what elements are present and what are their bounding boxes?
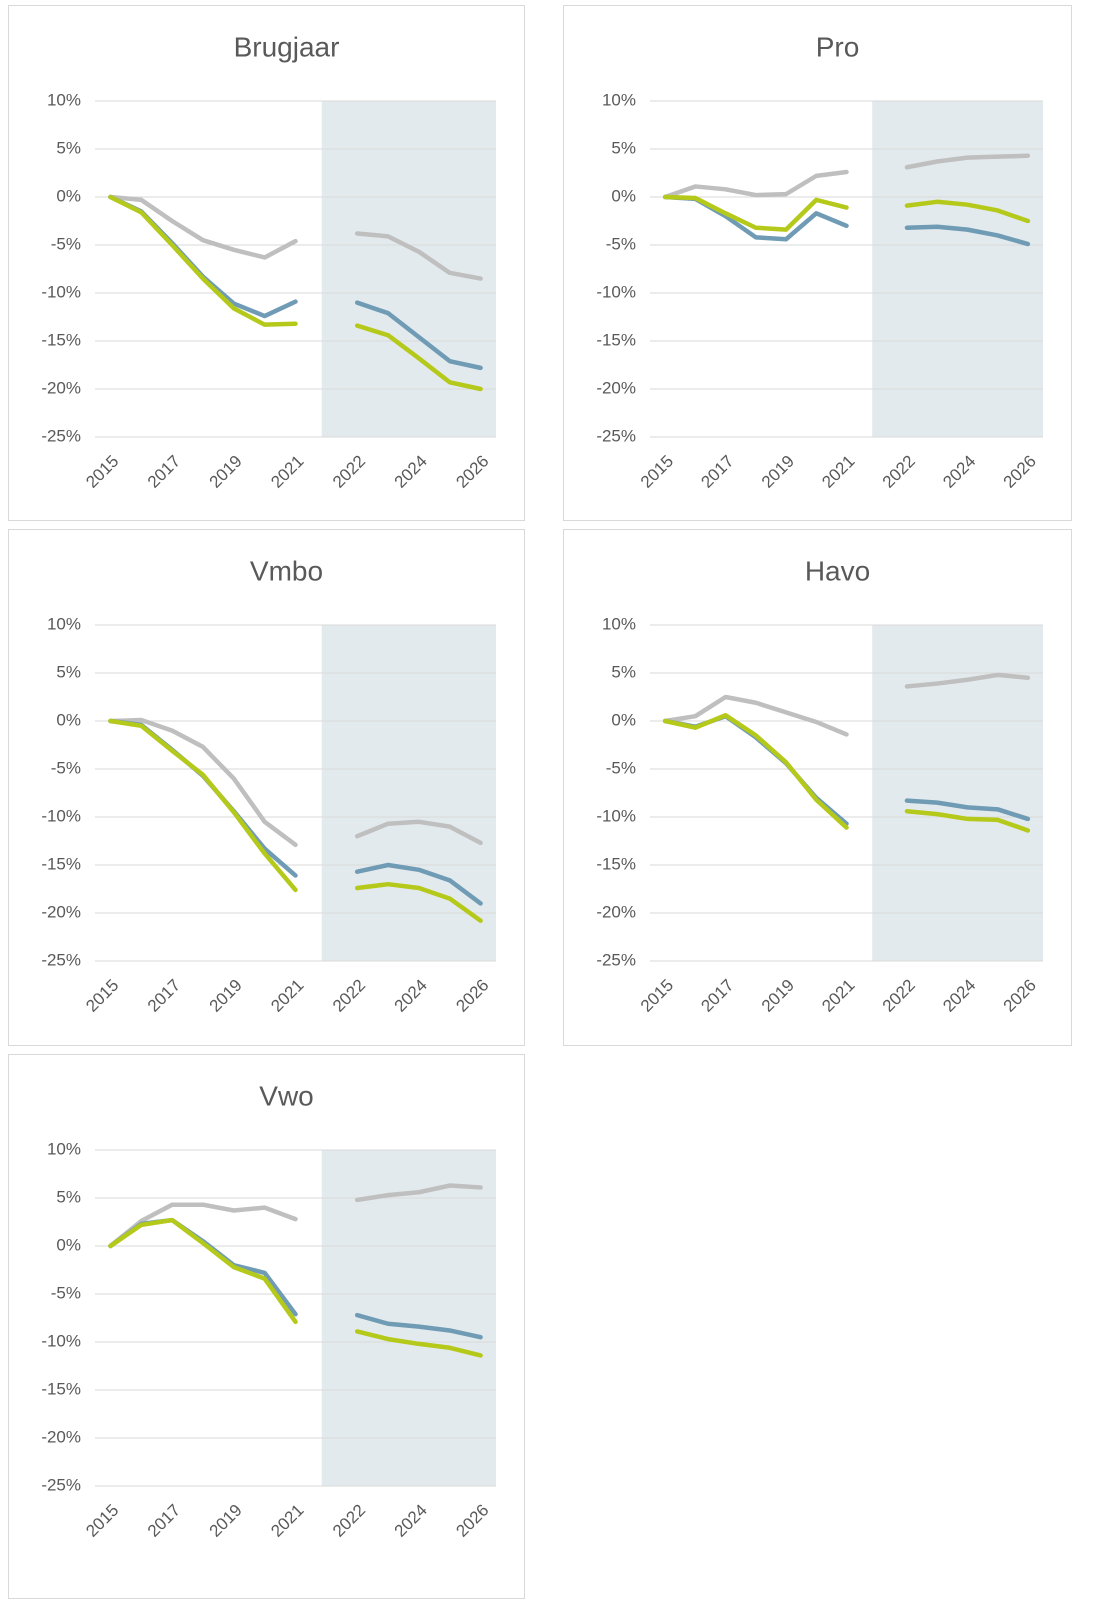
y-tick-label: 10% xyxy=(47,614,81,633)
y-tick-label: -10% xyxy=(596,806,636,825)
y-tick-label: -15% xyxy=(41,854,81,873)
chart-panel: Brugjaar-25%-20%-15%-10%-5%0%5%10%2015 20… xyxy=(8,5,525,521)
forecast-shade xyxy=(321,625,496,961)
y-tick-label: -5% xyxy=(51,234,81,253)
y-tick-label: -25% xyxy=(41,426,81,445)
chart-panel: Vwo-25%-20%-15%-10%-5%0%5%10%2015 2017 201… xyxy=(8,1054,525,1599)
chart-panel: Havo-25%-20%-15%-10%-5%0%5%10%2015 2017 20… xyxy=(563,529,1072,1046)
forecast-shade xyxy=(321,1150,496,1486)
forecast-shade xyxy=(872,101,1043,437)
series-line xyxy=(662,153,1031,200)
chart-title: Vmbo xyxy=(250,555,323,586)
series-line xyxy=(662,672,1031,737)
series-line xyxy=(108,194,483,281)
y-tick-label: 0% xyxy=(56,186,81,205)
y-tick-label: -15% xyxy=(41,330,81,349)
y-tick-label: -10% xyxy=(596,282,636,301)
forecast-shade xyxy=(321,101,496,437)
y-tick-label: -20% xyxy=(41,902,81,921)
y-tick-label: -25% xyxy=(41,950,81,969)
y-tick-label: -5% xyxy=(606,234,636,253)
y-tick-label: -5% xyxy=(51,1283,81,1302)
y-tick-label: -10% xyxy=(41,282,81,301)
y-tick-label: 5% xyxy=(611,138,636,157)
y-tick-label: -15% xyxy=(596,854,636,873)
y-tick-label: -10% xyxy=(41,1331,81,1350)
series-line xyxy=(108,717,483,848)
y-tick-label: 10% xyxy=(602,614,636,633)
y-tick-label: -25% xyxy=(41,1475,81,1494)
y-tick-label: -5% xyxy=(606,758,636,777)
y-tick-label: -20% xyxy=(41,1427,81,1446)
y-tick-label: 5% xyxy=(56,662,81,681)
chart-title: Vwo xyxy=(259,1080,313,1111)
series-line xyxy=(108,1217,483,1358)
y-tick-label: 5% xyxy=(56,1187,81,1206)
y-tick-label: 10% xyxy=(602,90,636,109)
series-line xyxy=(108,718,483,923)
y-tick-label: 0% xyxy=(611,186,636,205)
chart-title: Brugjaar xyxy=(234,31,340,62)
y-tick-label: 5% xyxy=(56,138,81,157)
series-line xyxy=(662,712,1031,833)
series-line xyxy=(108,194,483,392)
series-line xyxy=(662,194,1031,232)
series-line xyxy=(108,1183,483,1249)
y-tick-label: 0% xyxy=(56,710,81,729)
chart-panel: Vmbo-25%-20%-15%-10%-5%0%5%10%2015 2017 20… xyxy=(8,529,525,1046)
y-tick-label: -15% xyxy=(596,330,636,349)
chart-panel: Pro-25%-20%-15%-10%-5%0%5%10%2015 2017 201… xyxy=(563,5,1072,521)
y-tick-label: 10% xyxy=(47,1139,81,1158)
y-tick-label: -25% xyxy=(596,426,636,445)
y-tick-label: -10% xyxy=(41,806,81,825)
y-tick-label: 5% xyxy=(611,662,636,681)
y-tick-label: -20% xyxy=(596,378,636,397)
y-tick-label: -25% xyxy=(596,950,636,969)
y-tick-label: 10% xyxy=(47,90,81,109)
y-tick-label: 0% xyxy=(611,710,636,729)
y-tick-label: 0% xyxy=(56,1235,81,1254)
y-tick-label: -15% xyxy=(41,1379,81,1398)
y-tick-label: -20% xyxy=(41,378,81,397)
chart-title: Pro xyxy=(816,31,860,62)
y-tick-label: -5% xyxy=(51,758,81,777)
chart-title: Havo xyxy=(805,555,870,586)
y-tick-label: -20% xyxy=(596,902,636,921)
